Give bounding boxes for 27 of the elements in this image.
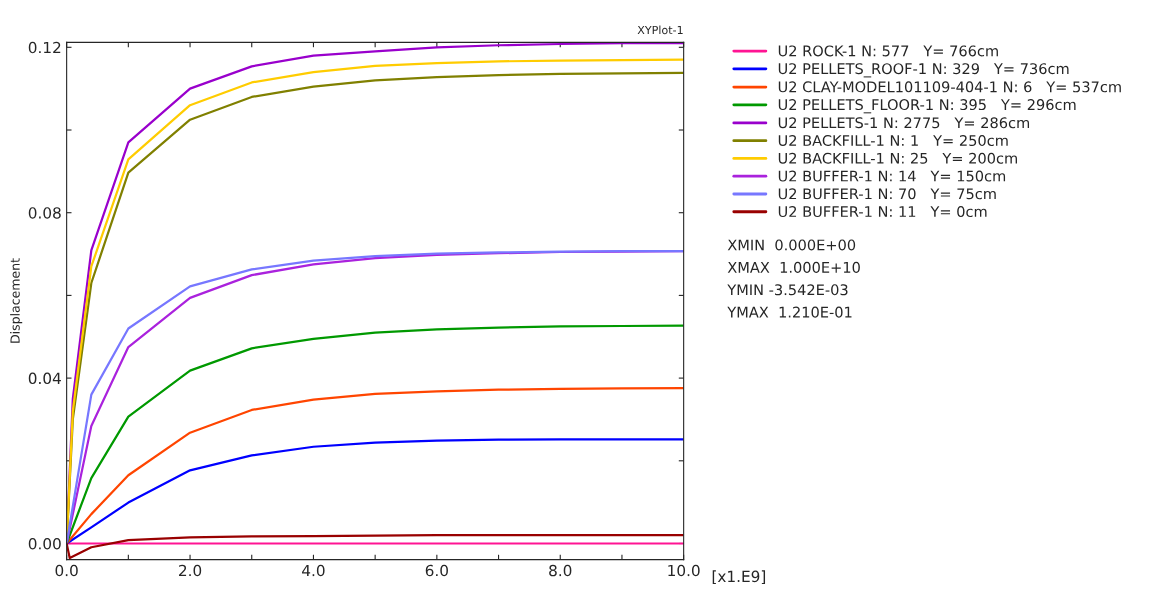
text: YMAX 1.210E-01 bbox=[727, 306, 852, 318]
legend-label: U2 BUFFER-1 N: 70 Y= 75cm bbox=[778, 188, 996, 200]
x-tick-label: 10.0 bbox=[668, 564, 700, 577]
text: XMAX 1.000E+10 bbox=[727, 261, 860, 273]
legend-label: U2 BUFFER-1 N: 11 Y= 0cm bbox=[778, 206, 987, 218]
x-tick-label: 0.0 bbox=[55, 564, 78, 577]
legend-label: U2 PELLETS-1 N: 2775 Y= 286cm bbox=[778, 117, 1030, 129]
legend-label: U2 ROCK-1 N: 577 Y= 766cm bbox=[778, 45, 998, 57]
text: XMIN 0.000E+00 bbox=[727, 239, 856, 251]
x-tick-label: 4.0 bbox=[302, 564, 325, 577]
legend-label: U2 PELLETS_ROOF-1 N: 329 Y= 736cm bbox=[778, 63, 1069, 78]
y-tick-label: 0.04 bbox=[28, 372, 61, 385]
x-tick-label: 8.0 bbox=[549, 564, 572, 577]
text: YMIN -3.542E-03 bbox=[727, 284, 848, 296]
legend-label: U2 CLAY-MODEL101109-404-1 N: 6 Y= 537cm bbox=[778, 81, 1121, 93]
legend-label: U2 BUFFER-1 N: 14 Y= 150cm bbox=[778, 170, 1006, 182]
y-tick-label: 0.00 bbox=[28, 537, 61, 550]
y-tick-label: 0.12 bbox=[28, 41, 61, 54]
legend-label: U2 BACKFILL-1 N: 1 Y= 250cm bbox=[778, 135, 1008, 147]
legend-label: U2 PELLETS_FLOOR-1 N: 395 Y= 296cm bbox=[778, 99, 1076, 114]
x-tick-label: 6.0 bbox=[425, 564, 448, 577]
x-tick-label: 2.0 bbox=[179, 564, 202, 577]
y-tick-label: 0.08 bbox=[28, 207, 61, 219]
legend-label: U2 BACKFILL-1 N: 25 Y= 200cm bbox=[778, 152, 1017, 164]
chart-title: XYPlot-1 bbox=[637, 25, 683, 35]
y-axis-title: Displacement bbox=[10, 258, 23, 343]
x-axis-title: [x1.E9] bbox=[712, 570, 766, 584]
